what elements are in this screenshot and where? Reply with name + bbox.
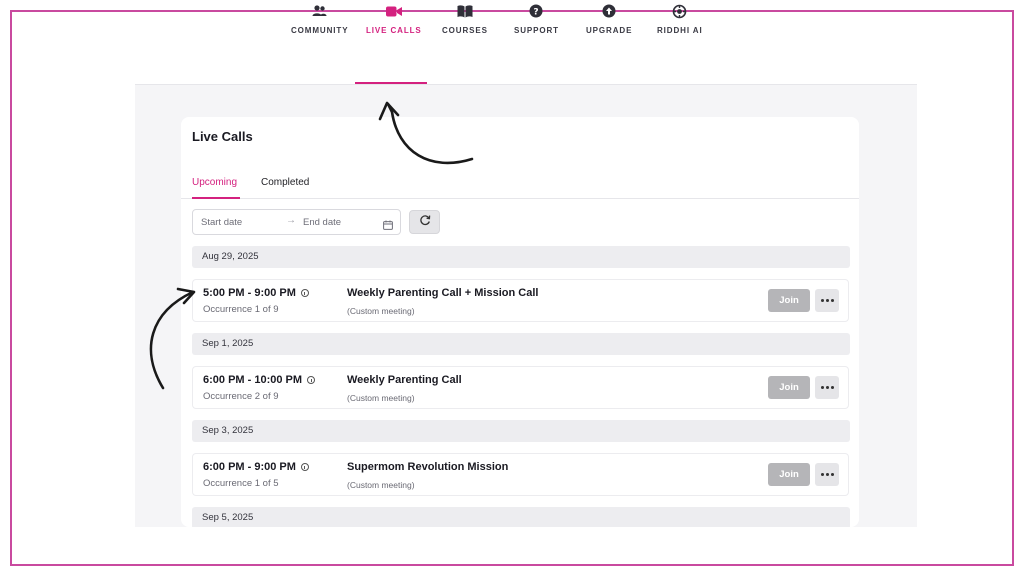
refresh-button[interactable]	[409, 210, 440, 234]
page-title: Live Calls	[192, 129, 253, 144]
more-options-button[interactable]	[815, 289, 839, 312]
call-occurrence: Occurrence 2 of 9	[203, 391, 279, 402]
more-options-button[interactable]	[815, 463, 839, 486]
nav-upgrade-label: UPGRADE	[586, 26, 633, 35]
call-subtitle: (Custom meeting)	[347, 306, 415, 316]
start-date-input[interactable]: Start date	[201, 217, 243, 228]
range-arrow-icon: →	[286, 215, 296, 226]
tab-upcoming[interactable]: Upcoming	[192, 177, 238, 188]
call-row: 6:00 PM - 10:00 PM Occurrence 2 of 9 Wee…	[192, 366, 849, 409]
nav-community-label: COMMUNITY	[291, 26, 349, 35]
nav-live-calls-label: LIVE CALLS	[366, 26, 422, 35]
date-group-header: Sep 3, 2025	[192, 420, 850, 442]
svg-text:?: ?	[534, 7, 539, 17]
call-subtitle: (Custom meeting)	[347, 393, 415, 403]
nav-live-calls[interactable]: LIVE CALLS	[366, 0, 422, 38]
call-time: 6:00 PM - 10:00 PM	[203, 374, 316, 386]
info-icon[interactable]	[300, 463, 309, 471]
tab-bar: Upcoming Completed	[181, 173, 859, 199]
date-group-header: Aug 29, 2025	[192, 246, 850, 268]
calendar-icon[interactable]	[383, 217, 393, 230]
call-row: 6:00 PM - 9:00 PM Occurrence 1 of 5 Supe…	[192, 453, 849, 496]
call-time: 5:00 PM - 9:00 PM	[203, 287, 309, 299]
call-occurrence: Occurrence 1 of 9	[203, 304, 279, 315]
nav-support[interactable]: ? SUPPORT	[514, 0, 559, 38]
info-icon[interactable]	[300, 289, 309, 297]
end-date-input[interactable]: End date	[303, 217, 342, 228]
call-title: Weekly Parenting Call	[347, 374, 462, 386]
nav-support-label: SUPPORT	[514, 26, 559, 35]
join-button[interactable]: Join	[768, 463, 810, 486]
nav-courses[interactable]: COURSES	[442, 0, 488, 38]
call-title: Weekly Parenting Call + Mission Call	[347, 287, 539, 299]
date-range-picker[interactable]: Start date → End date	[192, 209, 401, 235]
call-time: 6:00 PM - 9:00 PM	[203, 461, 309, 473]
nav-community[interactable]: COMMUNITY	[291, 0, 348, 38]
active-tab-indicator	[192, 197, 240, 199]
help-circle-icon: ?	[527, 2, 545, 20]
community-icon	[311, 2, 329, 20]
video-camera-icon	[385, 2, 403, 20]
nav-riddhi-ai[interactable]: RIDDHI AI	[657, 0, 703, 38]
nav-riddhi-ai-label: RIDDHI AI	[657, 26, 703, 35]
more-options-button[interactable]	[815, 376, 839, 399]
tab-completed[interactable]: Completed	[261, 177, 310, 188]
nav-courses-label: COURSES	[442, 26, 488, 35]
active-nav-indicator	[355, 82, 427, 84]
refresh-icon	[419, 213, 431, 231]
upgrade-arrow-icon	[600, 2, 618, 20]
call-subtitle: (Custom meeting)	[347, 480, 415, 490]
date-group-header: Sep 1, 2025	[192, 333, 850, 355]
call-row: 5:00 PM - 9:00 PM Occurrence 1 of 9 Week…	[192, 279, 849, 322]
date-group-header: Sep 5, 2025	[192, 507, 850, 527]
call-title: Supermom Revolution Mission	[347, 461, 509, 473]
join-button[interactable]: Join	[768, 376, 810, 399]
call-occurrence: Occurrence 1 of 5	[203, 478, 279, 489]
top-navigation	[280, 46, 720, 86]
nav-upgrade[interactable]: UPGRADE	[586, 0, 632, 38]
ai-sparkle-icon	[671, 2, 689, 20]
live-calls-card: Live Calls Upcoming Completed Start date…	[181, 117, 859, 527]
join-button[interactable]: Join	[768, 289, 810, 312]
info-icon[interactable]	[307, 376, 316, 384]
book-icon	[456, 2, 474, 20]
